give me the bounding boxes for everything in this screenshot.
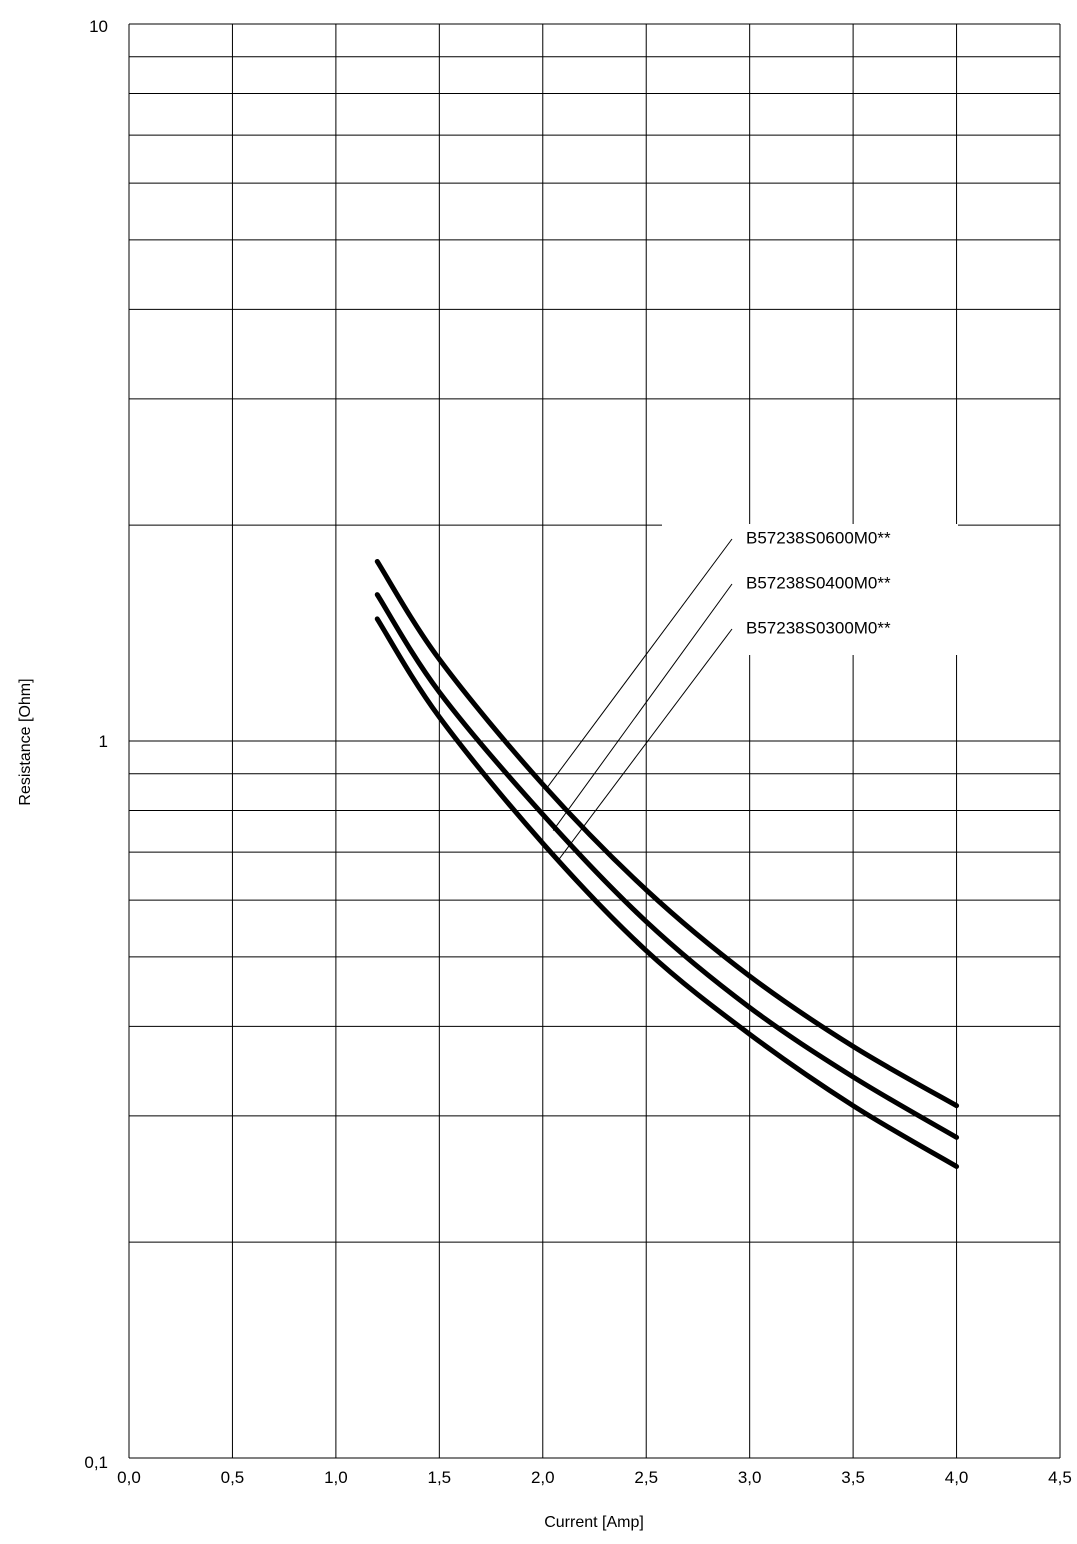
y-axis-label: Resistance [Ohm] <box>17 678 34 805</box>
legend-label: B57238S0600M0** <box>746 528 891 547</box>
x-tick-label: 0,5 <box>221 1468 245 1487</box>
x-tick-label: 2,5 <box>634 1468 658 1487</box>
legend-label: B57238S0300M0** <box>746 618 891 637</box>
x-tick-label: 4,0 <box>945 1468 969 1487</box>
legend-leader-line <box>546 538 733 789</box>
y-tick-label: 0,1 <box>84 1453 108 1472</box>
legend: B57238S0600M0** B57238S0400M0** B57238S030… <box>546 528 891 860</box>
grid <box>128 23 1061 1459</box>
y-tick-label: 10 <box>89 17 108 36</box>
y-tick-labels: 0,1 1 10 <box>84 17 108 1472</box>
x-tick-labels: 0,0 0,5 1,0 1,5 2,0 2,5 3,0 3,5 4,0 4,5 <box>117 1468 1072 1487</box>
x-axis-label: Current [Amp] <box>544 1514 644 1531</box>
legend-leader-line <box>552 583 733 831</box>
x-tick-label: 3,0 <box>738 1468 762 1487</box>
x-tick-label: 0,0 <box>117 1468 141 1487</box>
x-tick-label: 2,0 <box>531 1468 555 1487</box>
legend-leader-line <box>558 628 733 860</box>
series-line-B57238S0300M0 <box>374 616 960 1170</box>
y-tick-label: 1 <box>99 732 108 751</box>
x-tick-label: 1,0 <box>324 1468 348 1487</box>
series-line-B57238S0400M0 <box>374 592 960 1140</box>
x-tick-label: 3,5 <box>841 1468 865 1487</box>
series-lines <box>374 558 960 1170</box>
legend-label: B57238S0400M0** <box>746 573 891 592</box>
x-tick-label: 1,5 <box>428 1468 452 1487</box>
x-tick-label: 4,5 <box>1048 1468 1072 1487</box>
series-line-B57238S0600M0 <box>374 558 960 1109</box>
